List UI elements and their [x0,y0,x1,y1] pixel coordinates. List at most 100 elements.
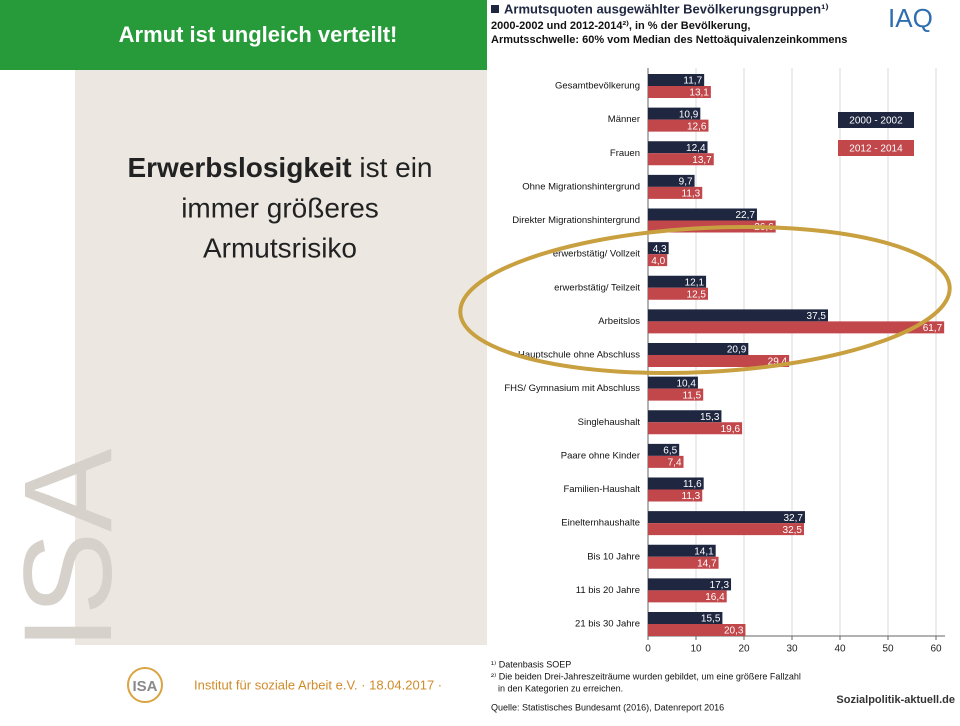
bar [648,443,680,456]
legend-swatch [838,140,914,156]
value-label: 37,5 [807,311,827,322]
value-label: 20,3 [724,626,744,637]
legend-label: 2012 - 2014 [849,144,903,155]
value-label: 14,1 [694,546,714,557]
legend-swatch [838,112,914,128]
logo-circle [127,667,163,703]
value-label: 11,3 [682,189,701,200]
bar [648,355,790,367]
value-label: 16,4 [705,592,725,603]
bar [648,242,669,255]
y-tick-label: Paare ohne Kinder [561,450,640,461]
footnote: ¹⁾ Datenbasis SOEP [491,659,571,669]
bar [648,208,757,221]
bar [648,422,743,435]
y-tick-label: Singlehaushalt [578,417,641,428]
logo: ISA [132,678,157,695]
bar [648,410,722,423]
y-tick-label: Männer [608,114,640,125]
bar [648,321,945,334]
bar [648,556,719,569]
bar [648,489,703,502]
y-tick-label: Bis 10 Jahre [587,551,640,562]
value-label: 11,5 [682,390,701,401]
x-tick-label: 40 [834,644,846,655]
value-label: 10,4 [676,378,696,389]
bar [648,523,804,536]
value-label: 61,7 [923,323,943,334]
bar [648,153,714,166]
value-label: 12,1 [685,277,705,288]
bar [648,107,701,120]
value-label: 11,7 [683,76,702,87]
y-tick-label: FHS/ Gymnasium mit Abschluss [504,383,640,394]
body-line: Erwerbslosigkeit ist ein [127,152,432,183]
value-label: 12,5 [687,289,707,300]
bar [648,275,707,288]
value-label: 10,9 [679,109,699,120]
bar [648,376,698,389]
source: Quelle: Statistisches Bundesamt (2016), … [491,702,724,712]
value-label: 22,7 [735,210,755,221]
y-tick-label: 11 bis 20 Jahre [576,585,640,596]
bar [648,477,704,490]
value-label: 11,3 [682,491,701,502]
value-label: 13,1 [689,88,709,99]
y-tick-label: 21 bis 30 Jahre [575,619,640,630]
value-label: 15,3 [700,412,720,423]
value-label: 11,6 [683,479,702,490]
value-label: 32,5 [783,525,803,536]
bar [648,287,708,300]
legend-label: 2000 - 2002 [849,116,903,127]
chart-title: Armutsquoten ausgewählter Bevölkerungsgr… [504,1,829,16]
x-tick-label: 50 [882,644,894,655]
value-label: 7,4 [668,458,682,469]
bar [648,343,749,355]
title-bullet [491,5,499,13]
bar [648,388,704,401]
value-label: 32,7 [783,513,803,524]
value-label: 15,5 [701,614,721,625]
y-tick-label: erwerbstätig/ Vollzeit [553,249,640,260]
x-tick-label: 20 [738,644,750,655]
x-tick-label: 30 [786,644,798,655]
value-label: 14,7 [697,558,717,569]
y-tick-label: Einelternhaushalte [561,518,640,529]
bar [648,455,684,468]
chart-subtitle: Armutsschwelle: 60% vom Median des Netto… [491,34,847,46]
value-label: 17,3 [710,580,730,591]
bar [648,174,695,187]
y-tick-label: Hauptschule ohne Abschluss [518,350,640,361]
value-label: 13,7 [692,155,712,166]
body-strong: Erwerbslosigkeit [127,152,351,183]
x-tick-label: 0 [645,644,651,655]
slide-title: Armut ist ungleich verteilt! [119,22,398,47]
bar [648,74,705,86]
chart-subtitle: 2000-2002 und 2012-2014²⁾, in % der Bevö… [491,20,750,32]
brand: IAQ [888,3,933,33]
bar [648,309,828,322]
bar [648,624,746,636]
body-line: Armutsrisiko [203,232,357,263]
bar [648,86,711,98]
y-tick-label: Familien-Haushalt [563,484,640,495]
footnote: in den Kategorien zu erreichen. [498,683,623,693]
value-label: 20,9 [727,345,747,356]
bar [648,186,703,199]
bar [648,511,805,524]
source-brand: Sozialpolitik-aktuell.de [836,694,955,706]
y-tick-label: Ohne Migrationshintergrund [522,181,640,192]
x-tick-label: 60 [930,644,942,655]
footer: Institut für soziale Arbeit e.V. · 18.04… [194,677,442,692]
y-tick-label: Direkter Migrationshintergrund [512,215,640,226]
watermark: ISA [0,448,138,650]
highlight-ellipse [458,224,952,376]
value-label: 12,6 [687,121,707,132]
bar [648,544,716,557]
bar [648,612,723,624]
content-panel [75,70,487,645]
value-label: 29,4 [768,357,788,368]
value-label: 4,3 [653,244,667,255]
value-label: 9,7 [679,177,693,188]
